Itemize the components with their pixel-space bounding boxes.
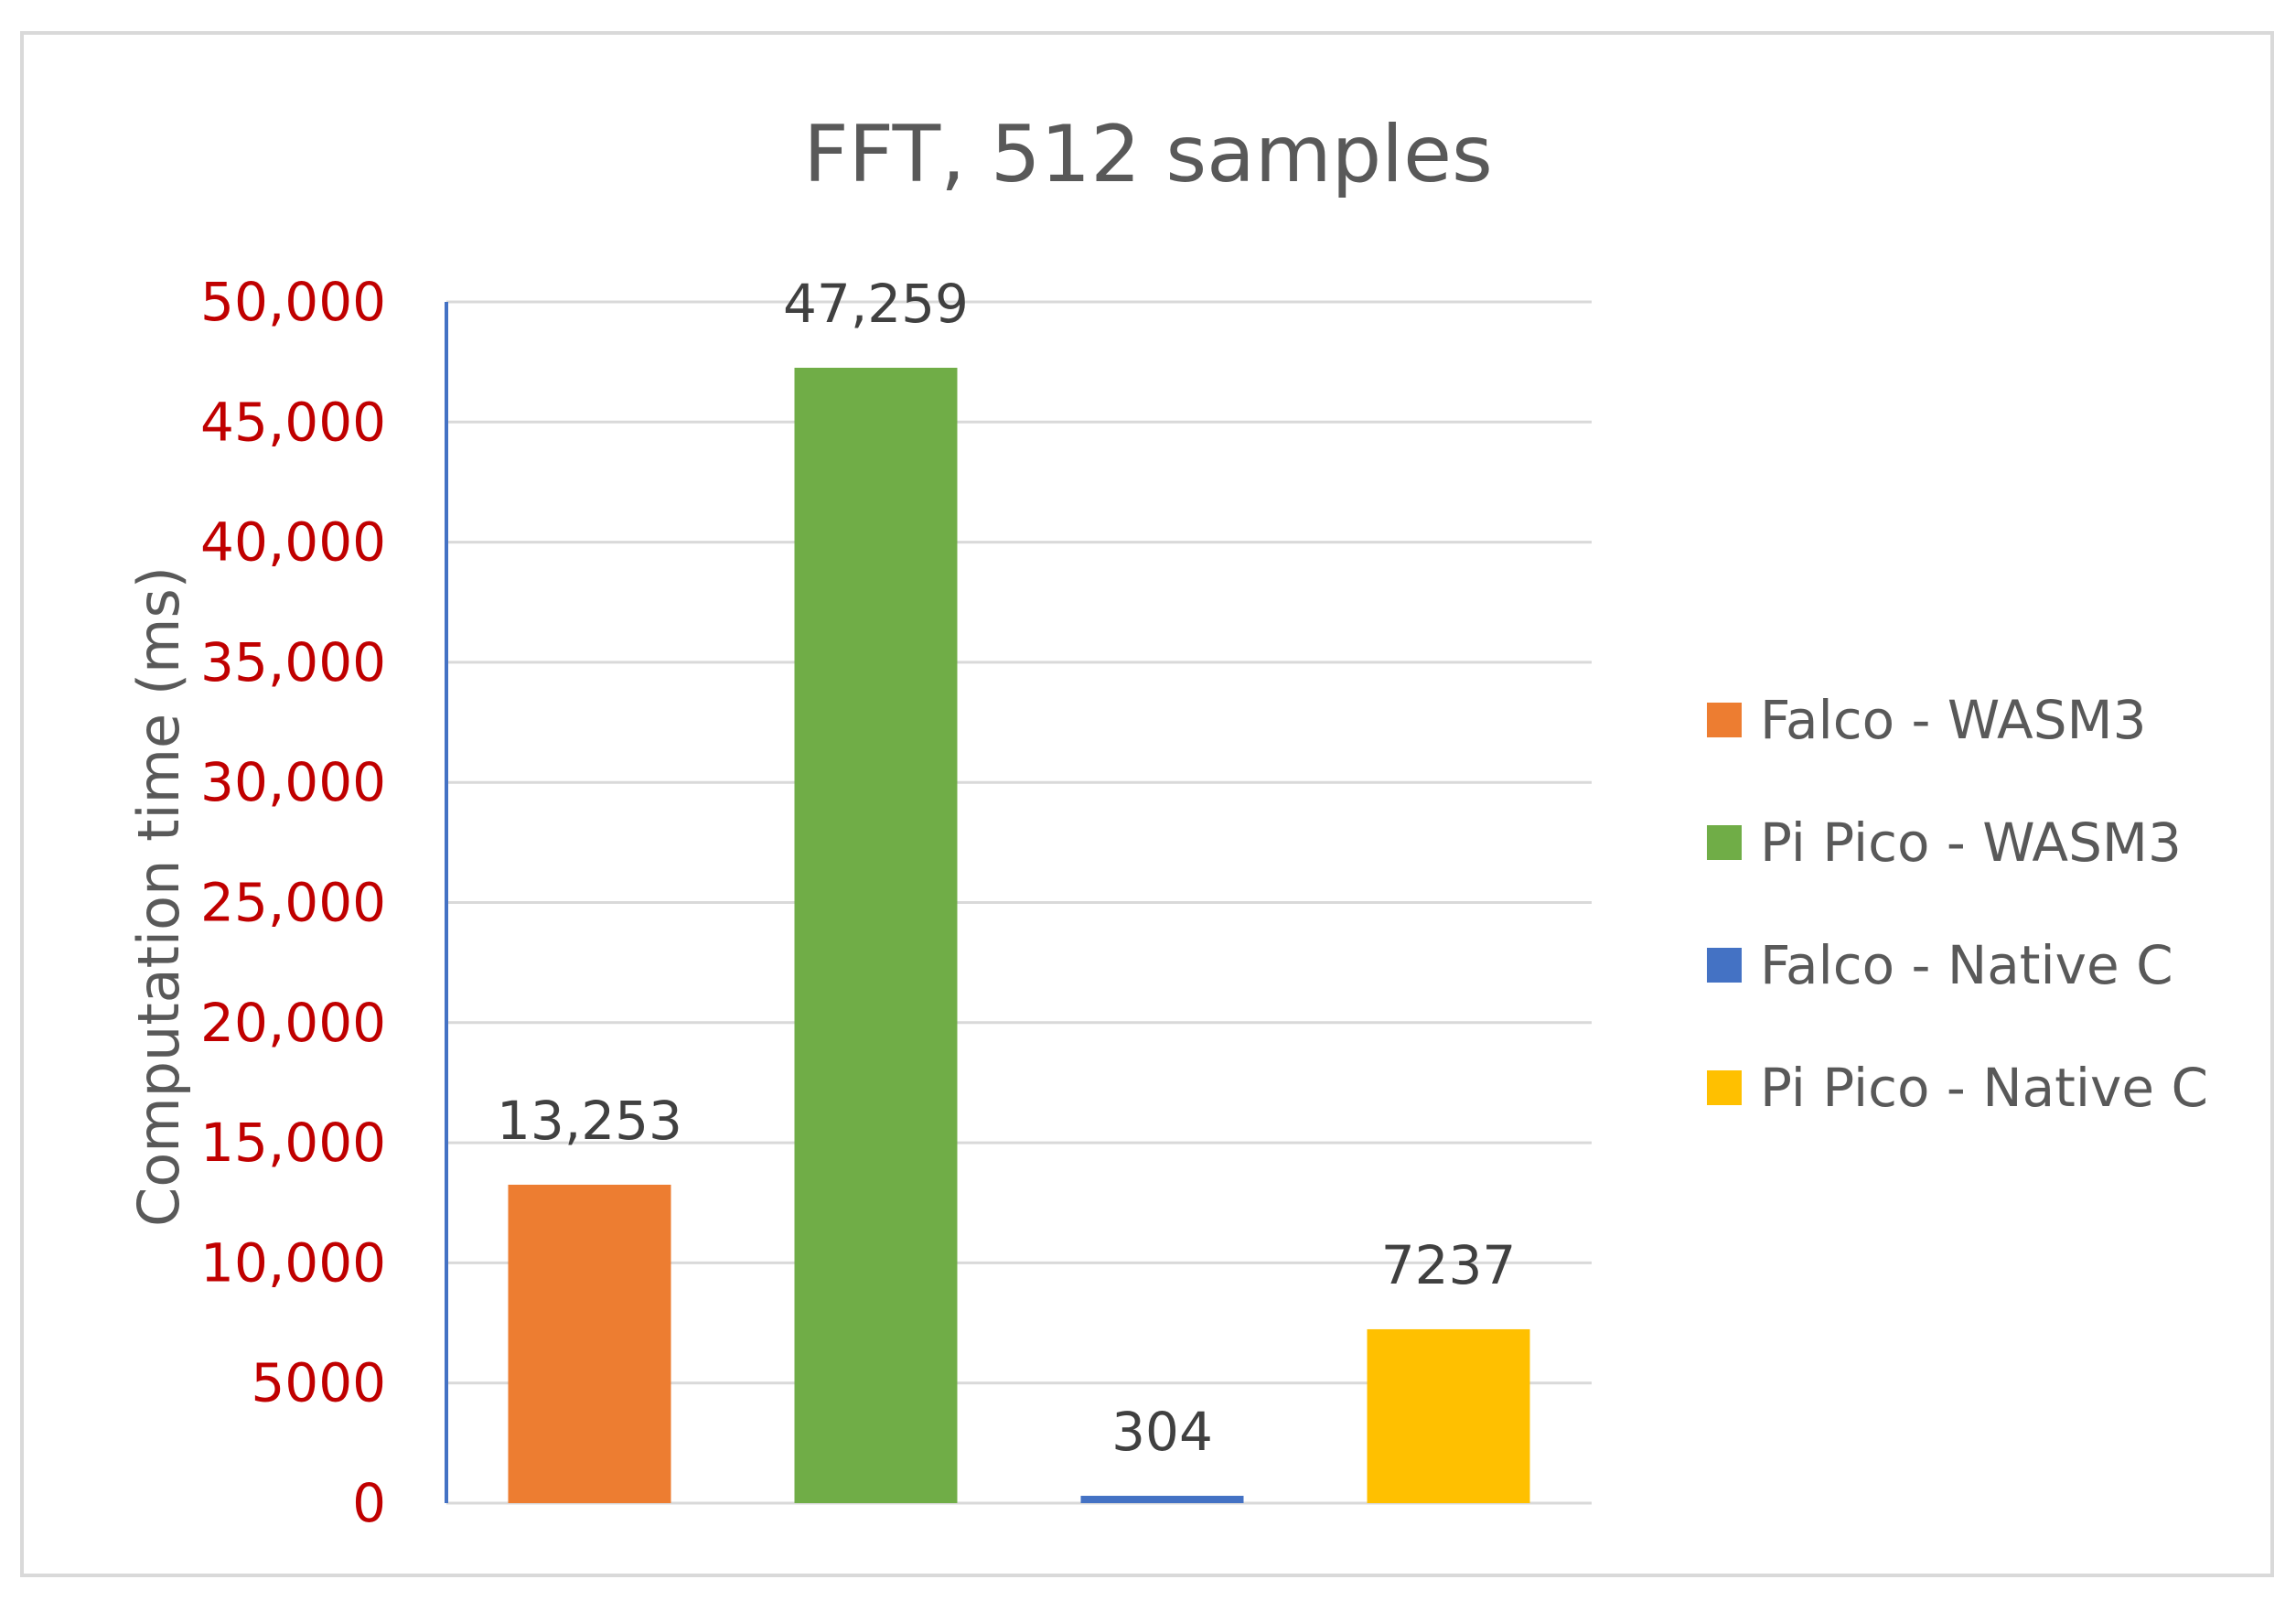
legend-entry: Pi Pico - Native C xyxy=(1760,1057,2208,1119)
y-tick-label: 45,000 xyxy=(200,391,386,453)
legend-swatch xyxy=(1707,948,1742,983)
legend: Falco - WASM3 Pi Pico - WASM3 Falco - Nati… xyxy=(1707,689,2208,1119)
y-tick-labels: 0 5000 10,000 15,000 20,000 25,000 30,000 35,00… xyxy=(200,271,386,1534)
y-tick-label: 0 xyxy=(352,1472,386,1534)
legend-entry: Falco - WASM3 xyxy=(1760,689,2146,751)
y-tick-label: 15,000 xyxy=(200,1112,386,1174)
data-label: 47,259 xyxy=(783,273,969,335)
y-tick-label: 25,000 xyxy=(200,872,386,934)
bar xyxy=(1367,1328,1530,1503)
y-tick-label: 35,000 xyxy=(200,631,386,693)
data-label: 304 xyxy=(1111,1401,1213,1463)
data-labels: 13,253 47,259 304 7237 xyxy=(497,273,1516,1463)
y-tick-label: 20,000 xyxy=(200,992,386,1054)
legend-swatch xyxy=(1707,825,1742,860)
y-tick-label: 10,000 xyxy=(200,1231,386,1294)
bar xyxy=(794,367,958,1504)
data-label: 7237 xyxy=(1381,1234,1517,1296)
data-label: 13,253 xyxy=(497,1090,682,1152)
bars xyxy=(508,367,1530,1504)
bar xyxy=(1080,1496,1244,1503)
y-tick-label: 50,000 xyxy=(200,271,386,333)
y-axis-title: Computation time (ms) xyxy=(125,566,192,1227)
y-tick-label: 5000 xyxy=(251,1352,386,1414)
chart-title: FFT, 512 samples xyxy=(803,109,1493,200)
legend-entry: Falco - Native C xyxy=(1760,934,2173,996)
legend-entry: Pi Pico - WASM3 xyxy=(1760,811,2182,874)
y-tick-label: 40,000 xyxy=(200,511,386,574)
legend-swatch xyxy=(1707,1070,1742,1105)
legend-swatch xyxy=(1707,703,1742,737)
bar xyxy=(508,1184,671,1503)
chart-frame xyxy=(20,31,2274,1577)
y-tick-label: 30,000 xyxy=(200,751,386,813)
